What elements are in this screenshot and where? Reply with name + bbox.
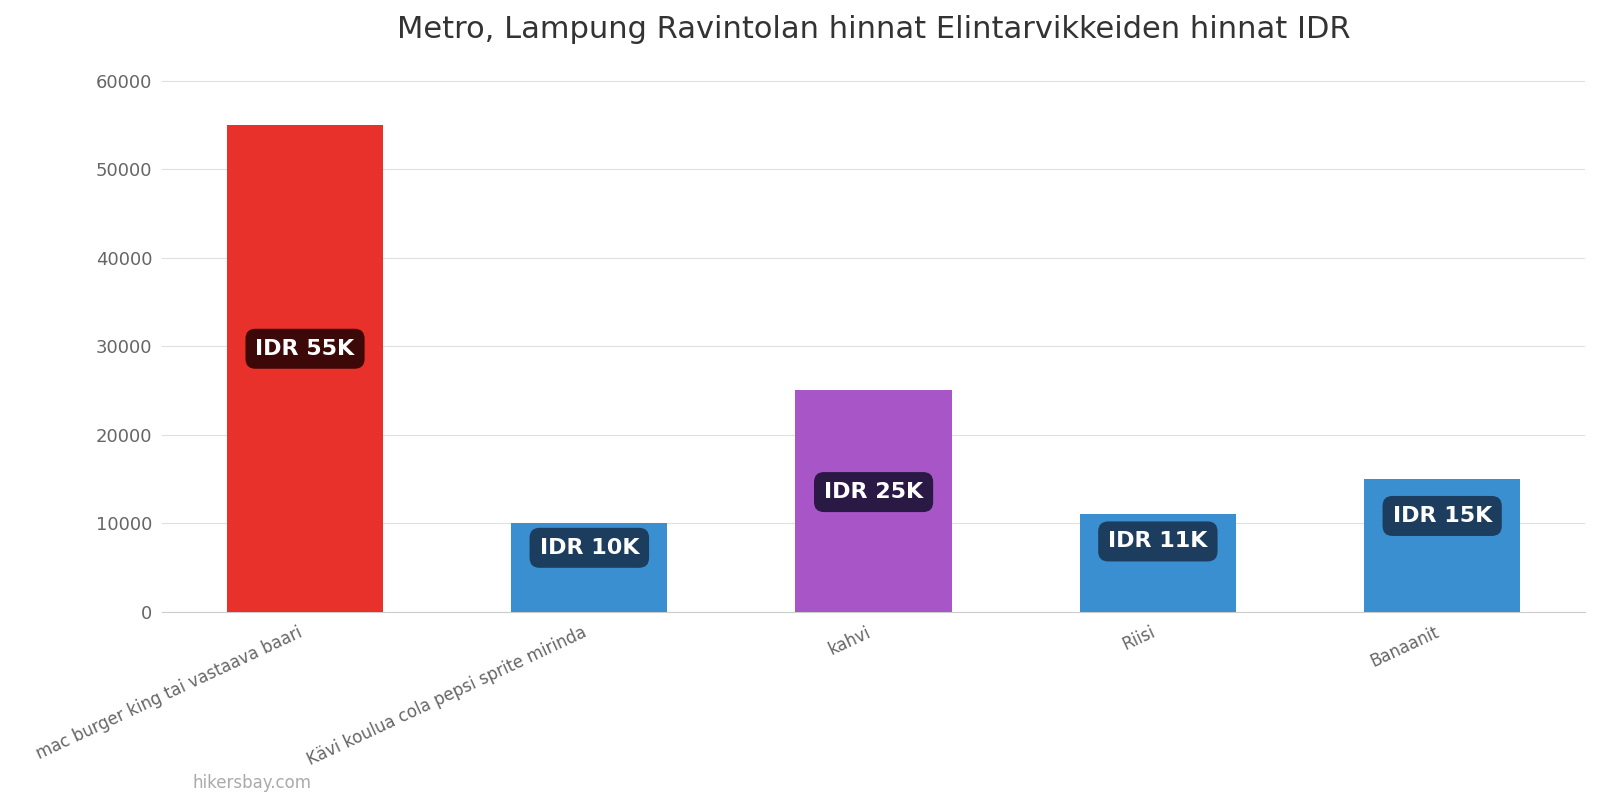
Text: hikersbay.com: hikersbay.com	[192, 774, 310, 792]
Bar	[1363, 479, 1520, 611]
Title: Metro, Lampung Ravintolan hinnat Elintarvikkeiden hinnat IDR: Metro, Lampung Ravintolan hinnat Elintar…	[397, 15, 1350, 44]
Text: IDR 10K: IDR 10K	[539, 538, 638, 558]
Text: IDR 11K: IDR 11K	[1109, 531, 1208, 551]
Text: IDR 55K: IDR 55K	[256, 338, 355, 358]
Bar	[1080, 514, 1237, 611]
Bar	[510, 523, 667, 611]
Text: IDR 15K: IDR 15K	[1392, 506, 1491, 526]
Text: IDR 25K: IDR 25K	[824, 482, 923, 502]
Bar	[795, 390, 952, 611]
Bar	[227, 125, 384, 611]
